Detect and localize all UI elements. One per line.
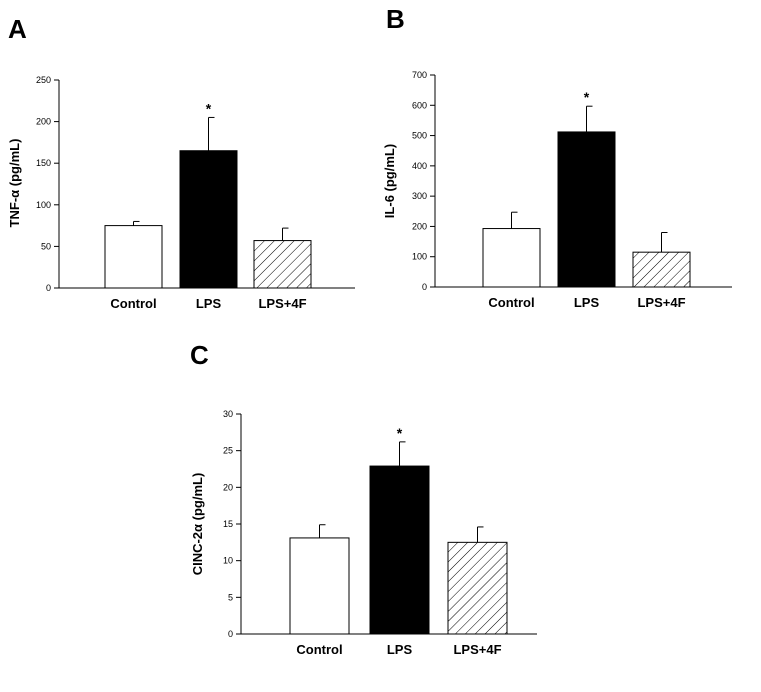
y-tick-label: 500 <box>412 131 427 141</box>
y-tick-label: 20 <box>223 482 233 492</box>
y-tick-label: 200 <box>412 221 427 231</box>
y-tick-label: 0 <box>228 629 233 639</box>
panel-letter: C <box>190 340 209 370</box>
bar-lps <box>557 131 616 288</box>
category-label: LPS+4F <box>637 295 685 310</box>
y-axis-title: TNF-α (pg/mL) <box>7 139 22 228</box>
category-label: Control <box>110 296 156 311</box>
significance-marker: * <box>584 89 590 105</box>
y-tick-label: 100 <box>412 252 427 262</box>
bar-lps <box>179 150 238 289</box>
bar-lps-4f <box>632 251 691 288</box>
panel-letter: B <box>386 4 405 34</box>
y-tick-label: 400 <box>412 161 427 171</box>
y-tick-label: 200 <box>36 117 51 127</box>
bar-lps-4f <box>253 240 312 289</box>
category-label: LPS <box>387 642 413 657</box>
y-tick-label: 150 <box>36 158 51 168</box>
significance-marker: * <box>397 425 403 441</box>
y-axis-title: IL-6 (pg/mL) <box>382 144 397 218</box>
y-tick-label: 5 <box>228 592 233 602</box>
panel-c: C CINC-2α (pg/mL) 0 5 10 15 20 25 30 Control * LP… <box>190 340 537 657</box>
category-label: LPS <box>574 295 600 310</box>
y-tick-label: 600 <box>412 100 427 110</box>
panel-a: A TNF-α (pg/mL) 0 50 100 150 200 250 Control * L… <box>7 14 355 311</box>
y-tick-label: 700 <box>412 70 427 80</box>
y-tick-label: 0 <box>46 283 51 293</box>
bar-control <box>482 228 541 288</box>
panel-letter: A <box>8 14 27 44</box>
bar-control <box>289 537 350 635</box>
panel-b: B IL-6 (pg/mL) 0 100 200 300 400 500 600 700 Con… <box>382 4 732 310</box>
y-tick-label: 25 <box>223 446 233 456</box>
bar-control <box>104 225 163 289</box>
y-tick-label: 300 <box>412 191 427 201</box>
y-tick-label: 0 <box>422 282 427 292</box>
y-tick-label: 10 <box>223 556 233 566</box>
y-tick-label: 100 <box>36 200 51 210</box>
category-label: Control <box>296 642 342 657</box>
y-axis-title: CINC-2α (pg/mL) <box>190 473 205 576</box>
bar-lps-4f <box>447 541 508 635</box>
category-label: LPS <box>196 296 222 311</box>
y-tick-label: 50 <box>41 241 51 251</box>
y-tick-label: 15 <box>223 519 233 529</box>
category-label: Control <box>488 295 534 310</box>
category-label: LPS+4F <box>258 296 306 311</box>
significance-marker: * <box>206 100 212 116</box>
bar-lps <box>369 465 430 635</box>
y-tick-label: 30 <box>223 409 233 419</box>
y-tick-label: 250 <box>36 75 51 85</box>
category-label: LPS+4F <box>453 642 501 657</box>
